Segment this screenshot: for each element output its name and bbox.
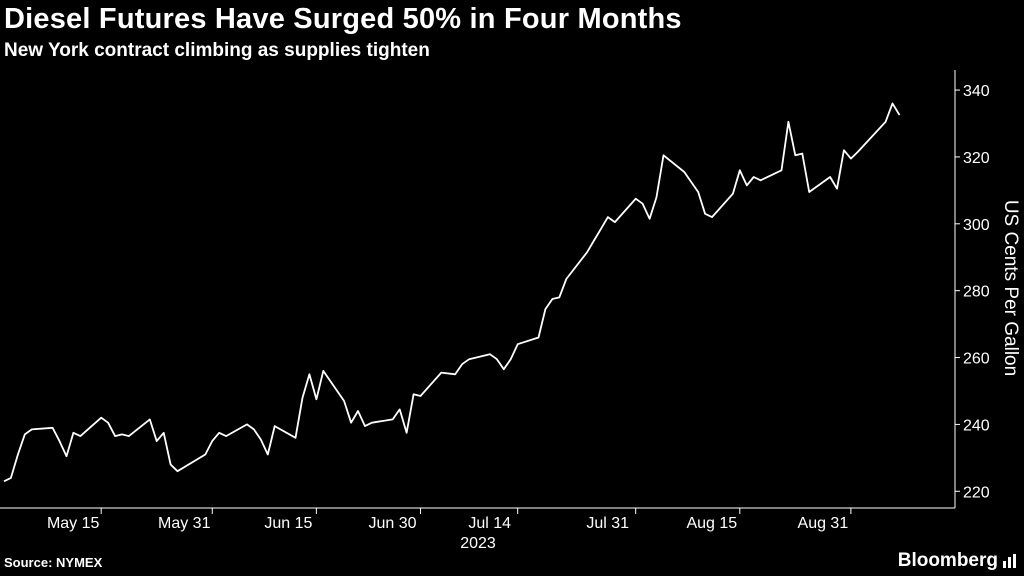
- brand-name: Bloomberg: [897, 550, 998, 571]
- chart-subtitle: New York contract climbing as supplies t…: [4, 40, 430, 61]
- y-tick-label: 260: [963, 351, 990, 368]
- y-tick-label: 300: [963, 217, 990, 234]
- series-layer: [3, 102, 901, 483]
- chart-title: Diesel Futures Have Surged 50% in Four M…: [4, 3, 682, 35]
- x-tick-label: Jun 15: [264, 515, 312, 532]
- y-axis: 220 240 260 280 300 320 340: [954, 70, 990, 508]
- x-tick-label: Jun 30: [368, 515, 416, 532]
- bloomberg-mark-icon: [1003, 554, 1016, 568]
- x-tick-label: May 15: [47, 515, 100, 532]
- x-tick-label: Aug 31: [798, 515, 849, 532]
- x-tick-label: May 31: [158, 515, 211, 532]
- x-tick-label: Jul 14: [468, 515, 511, 532]
- x-axis-year-label: 2023: [460, 535, 496, 552]
- y-tick-label: 280: [963, 284, 990, 301]
- x-tick-label: Jul 31: [586, 515, 629, 532]
- y-tick-label: 220: [963, 484, 990, 501]
- y-tick-label: 320: [963, 150, 990, 167]
- y-tick-label: 240: [963, 417, 990, 434]
- x-axis: May 15 May 31 Jun 15 Jun 30 Jul 14 Jul 31 Aug …: [0, 507, 955, 532]
- bloomberg-logo: Bloomberg: [898, 550, 1018, 572]
- y-axis-label: US Cents Per Gallon: [1000, 200, 1021, 376]
- y-tick-label: 340: [963, 83, 990, 100]
- source-note: Source: NYMEX: [4, 555, 103, 570]
- x-tick-label: Aug 15: [686, 515, 737, 532]
- series-line: [3, 102, 901, 483]
